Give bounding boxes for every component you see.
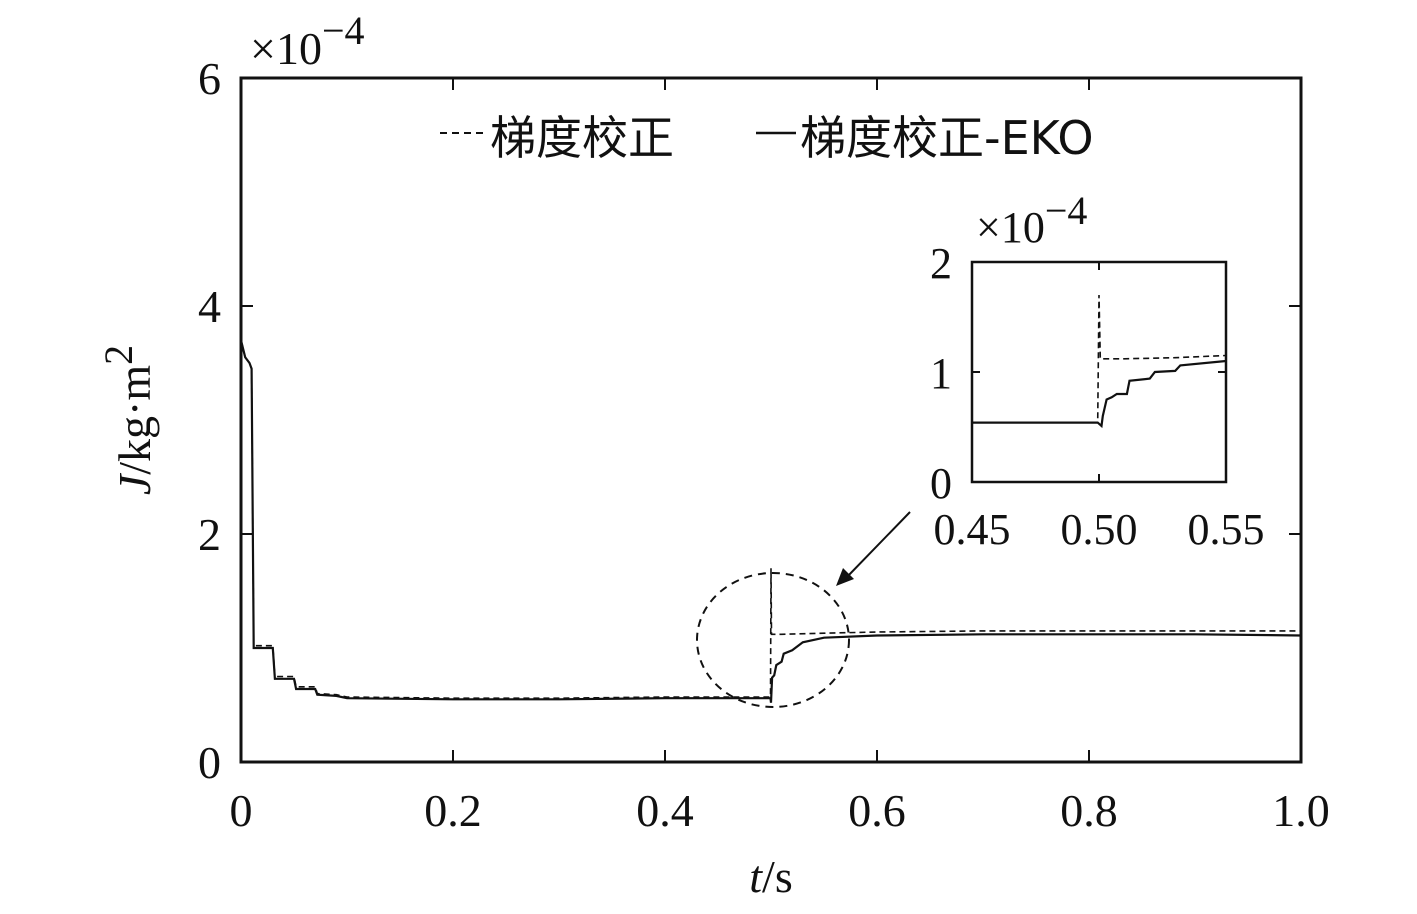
inset-y-multiplier: ×10−4 bbox=[976, 188, 1087, 252]
y-tick-label: 4 bbox=[198, 281, 221, 332]
x-tick-label: 0.50 bbox=[1061, 505, 1138, 554]
x-tick-label: 0 bbox=[230, 785, 253, 836]
x-axis-label: t/s bbox=[749, 851, 792, 902]
y-axis-label: J/kg·m2 bbox=[96, 345, 160, 495]
series-line-gradient bbox=[972, 294, 1227, 424]
x-tick-label: 1.0 bbox=[1272, 785, 1330, 836]
x-tick-label: 0.45 bbox=[934, 505, 1011, 554]
inset-background bbox=[972, 262, 1226, 482]
series-line-gradient-eko bbox=[972, 359, 1227, 429]
legend-label-gradient: 梯度校正 bbox=[490, 111, 674, 165]
series-line-gradient-eko bbox=[239, 339, 1302, 703]
x-tick-label: 0.55 bbox=[1188, 505, 1265, 554]
legend: 梯度校正 梯度校正-EKO bbox=[440, 111, 1094, 165]
zoom-circle bbox=[696, 572, 850, 708]
zoom-arrowhead bbox=[836, 568, 854, 586]
x-tick-label: 0.4 bbox=[636, 785, 694, 836]
y-tick-label: 1 bbox=[930, 349, 952, 398]
legend-label-gradient-eko: 梯度校正-EKO bbox=[800, 111, 1094, 165]
zoom-arrow bbox=[845, 511, 911, 579]
y-tick-label: 2 bbox=[198, 509, 221, 560]
x-tick-label: 0.2 bbox=[424, 785, 482, 836]
y-tick-label: 6 bbox=[198, 53, 221, 104]
x-tick-label: 0.6 bbox=[848, 785, 906, 836]
main-y-multiplier: ×10−4 bbox=[250, 8, 365, 74]
main-ticks: 0 0.2 0.4 0.6 0.8 1.0 0 2 4 6 bbox=[198, 53, 1330, 836]
main-plot-frame bbox=[239, 76, 1303, 764]
y-tick-label: 0 bbox=[198, 737, 221, 788]
inset-series bbox=[972, 294, 1227, 429]
y-tick-label: 2 bbox=[930, 239, 952, 288]
x-tick-label: 0.8 bbox=[1060, 785, 1118, 836]
y-tick-label: 0 bbox=[930, 459, 952, 508]
main-series bbox=[239, 339, 1302, 703]
series-line-gradient bbox=[240, 340, 1301, 699]
inset-ticks: 0.45 0.50 0.55 0 1 2 bbox=[930, 239, 1265, 554]
